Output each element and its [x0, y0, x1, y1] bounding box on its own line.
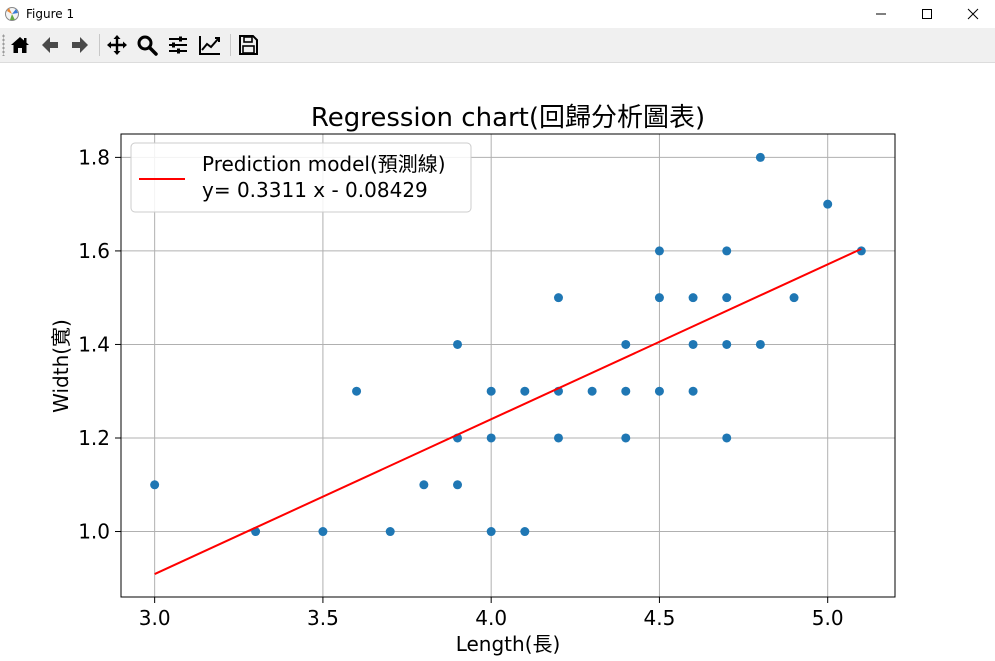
data-point: [419, 480, 429, 490]
edit-axis-icon: [199, 36, 220, 55]
configure-subplots-icon: [169, 36, 187, 54]
y-tick-label: 1.4: [78, 332, 110, 356]
data-point: [453, 339, 463, 349]
legend-box: [130, 142, 472, 213]
legend-label-equation: y= 0.3311 x - 0.08429: [202, 178, 428, 202]
data-point: [856, 246, 866, 256]
minimize-button[interactable]: [858, 0, 904, 27]
data-point: [453, 480, 463, 490]
data-point: [654, 246, 664, 256]
y-tick-label: 1.6: [78, 239, 110, 263]
data-point: [654, 386, 664, 396]
legend: Prediction model(預測線) y= 0.3311 x - 0.08…: [130, 142, 472, 213]
data-point: [722, 433, 732, 443]
data-point: [150, 480, 160, 490]
data-point: [789, 293, 799, 303]
navigation-toolbar: [0, 28, 995, 63]
data-point: [520, 386, 530, 396]
forward-arrow-icon: [72, 37, 88, 53]
data-point: [621, 386, 631, 396]
data-point: [688, 339, 698, 349]
x-tick-label: 5.0: [812, 606, 844, 630]
axes-frame: [120, 133, 896, 598]
x-tick-label: 4.0: [475, 606, 507, 630]
scatter-points: [150, 152, 866, 537]
data-point: [823, 199, 833, 209]
toolbar-separator: [230, 34, 231, 56]
data-point: [722, 246, 732, 256]
x-axis-label: Length(長): [456, 632, 561, 656]
data-point: [318, 527, 328, 537]
y-axis-label: Width(寬): [49, 319, 73, 413]
legend-label-model: Prediction model(預測線): [202, 152, 446, 176]
zoom-button[interactable]: [134, 32, 160, 58]
data-point: [722, 339, 732, 349]
data-point: [520, 527, 530, 537]
regression-figure: Regression chart(回歸分析圖表) 3.0 3.5 4.0 4.5 5.0…: [49, 103, 896, 656]
y-tick-label: 1.2: [78, 426, 110, 450]
data-point: [621, 339, 631, 349]
configure-subplots-button[interactable]: [165, 32, 191, 58]
matplotlib-app-icon: [5, 6, 19, 21]
data-point: [621, 433, 631, 443]
x-tick-label: 4.5: [644, 606, 676, 630]
data-point: [553, 293, 563, 303]
minimize-icon: [876, 13, 886, 14]
window-titlebar: Figure 1: [0, 0, 995, 27]
close-icon: [967, 8, 979, 19]
home-icon: [11, 37, 29, 53]
home-button[interactable]: [7, 32, 33, 58]
back-button[interactable]: [37, 32, 63, 58]
toolbar-separator: [99, 34, 100, 56]
x-tick-label: 3.0: [139, 606, 171, 630]
pan-icon: [107, 35, 127, 55]
y-tick-label: 1.0: [78, 520, 110, 544]
forward-button[interactable]: [67, 32, 93, 58]
data-point: [587, 386, 597, 396]
data-point: [755, 152, 765, 162]
data-point: [755, 339, 765, 349]
data-point: [688, 293, 698, 303]
y-tick-label: 1.8: [78, 145, 110, 169]
data-point: [688, 386, 698, 396]
zoom-icon: [137, 35, 158, 56]
maximize-button[interactable]: [904, 0, 950, 27]
y-axis-ticks: 1.0 1.2 1.4 1.6 1.8: [78, 145, 121, 544]
maximize-icon: [922, 8, 932, 19]
edit-axis-button[interactable]: [197, 32, 223, 58]
save-icon: [239, 35, 258, 55]
toolbar-grip[interactable]: [2, 34, 5, 56]
chart-title: Regression chart(回歸分析圖表): [311, 103, 705, 133]
save-button[interactable]: [235, 32, 261, 58]
data-point: [486, 433, 496, 443]
window-title: Figure 1: [26, 6, 75, 21]
close-button[interactable]: [950, 0, 995, 27]
data-point: [553, 433, 563, 443]
data-point: [486, 386, 496, 396]
x-tick-label: 3.5: [307, 606, 339, 630]
data-point: [385, 527, 395, 537]
data-point: [722, 293, 732, 303]
x-axis-ticks: 3.0 3.5 4.0 4.5 5.0: [139, 597, 844, 630]
data-point: [486, 527, 496, 537]
back-arrow-icon: [42, 37, 58, 53]
data-point: [352, 386, 362, 396]
regression-line: [154, 247, 862, 575]
data-point: [654, 293, 664, 303]
pan-button[interactable]: [104, 32, 130, 58]
